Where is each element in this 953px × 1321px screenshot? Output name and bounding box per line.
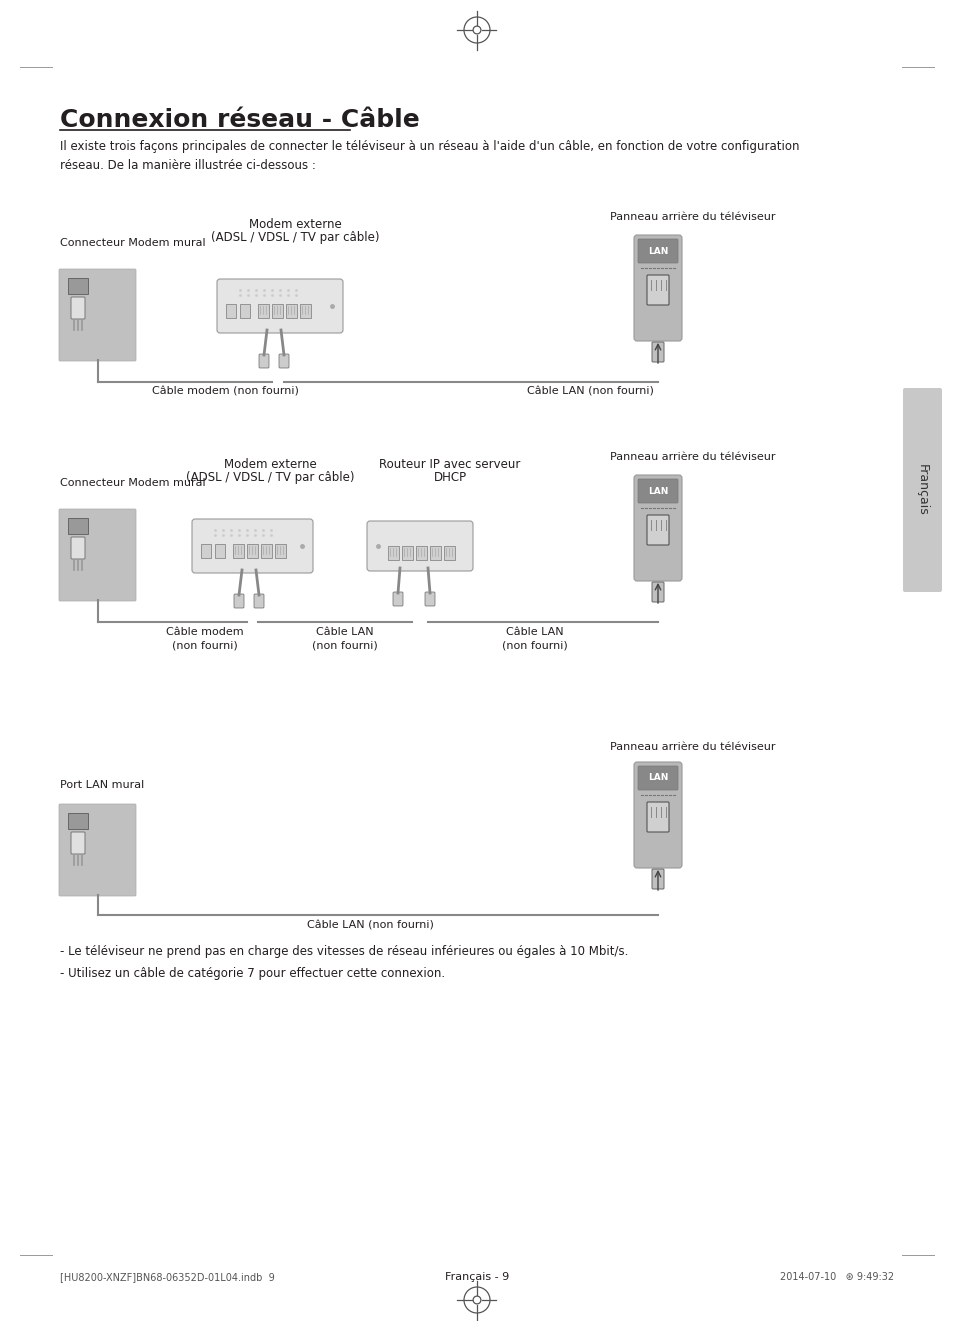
Bar xyxy=(401,546,413,560)
Bar xyxy=(261,544,272,557)
Bar xyxy=(430,546,440,560)
FancyBboxPatch shape xyxy=(634,476,681,581)
Text: Français - 9: Français - 9 xyxy=(444,1272,509,1281)
Text: - Le téléviseur ne prend pas en charge des vitesses de réseau inférieures ou éga: - Le téléviseur ne prend pas en charge d… xyxy=(60,945,628,958)
FancyBboxPatch shape xyxy=(68,277,88,295)
FancyBboxPatch shape xyxy=(651,583,663,602)
Text: Routeur IP avec serveur: Routeur IP avec serveur xyxy=(379,458,520,472)
Text: LAN: LAN xyxy=(647,486,667,495)
Bar xyxy=(416,546,427,560)
FancyBboxPatch shape xyxy=(59,269,136,361)
FancyBboxPatch shape xyxy=(367,520,473,571)
FancyBboxPatch shape xyxy=(646,515,668,546)
FancyBboxPatch shape xyxy=(253,594,264,608)
FancyBboxPatch shape xyxy=(59,804,136,896)
Text: Panneau arrière du téléviseur: Panneau arrière du téléviseur xyxy=(609,452,775,462)
Text: Il existe trois façons principales de connecter le téléviseur à un réseau à l'ai: Il existe trois façons principales de co… xyxy=(60,140,799,172)
FancyBboxPatch shape xyxy=(68,518,88,534)
FancyBboxPatch shape xyxy=(68,812,88,830)
FancyBboxPatch shape xyxy=(651,869,663,889)
Bar xyxy=(233,544,244,557)
FancyBboxPatch shape xyxy=(638,766,678,790)
Text: (non fourni): (non fourni) xyxy=(172,639,237,650)
Bar xyxy=(201,544,211,557)
Text: [HU8200-XNZF]BN68-06352D-01L04.indb  9: [HU8200-XNZF]BN68-06352D-01L04.indb 9 xyxy=(60,1272,274,1281)
FancyBboxPatch shape xyxy=(216,279,343,333)
Text: - Utilisez un câble de catégorie 7 pour effectuer cette connexion.: - Utilisez un câble de catégorie 7 pour … xyxy=(60,967,445,980)
FancyBboxPatch shape xyxy=(233,594,244,608)
Text: Connecteur Modem mural: Connecteur Modem mural xyxy=(60,238,206,248)
Text: Câble LAN (non fourni): Câble LAN (non fourni) xyxy=(306,919,433,930)
Text: (ADSL / VDSL / TV par câble): (ADSL / VDSL / TV par câble) xyxy=(186,472,354,483)
FancyBboxPatch shape xyxy=(278,354,289,369)
FancyBboxPatch shape xyxy=(638,480,678,503)
Text: Port LAN mural: Port LAN mural xyxy=(60,779,144,790)
Text: Câble modem (non fourni): Câble modem (non fourni) xyxy=(152,387,298,398)
FancyBboxPatch shape xyxy=(258,354,269,369)
Bar xyxy=(286,304,296,318)
Bar xyxy=(299,304,311,318)
FancyBboxPatch shape xyxy=(71,832,85,853)
FancyBboxPatch shape xyxy=(59,509,136,601)
Bar xyxy=(226,304,235,318)
Bar xyxy=(272,304,283,318)
Bar xyxy=(388,546,398,560)
Text: Panneau arrière du téléviseur: Panneau arrière du téléviseur xyxy=(609,742,775,752)
FancyBboxPatch shape xyxy=(424,592,435,606)
Text: Câble modem: Câble modem xyxy=(166,627,244,637)
FancyBboxPatch shape xyxy=(634,762,681,868)
FancyBboxPatch shape xyxy=(651,342,663,362)
Bar xyxy=(214,544,225,557)
Text: LAN: LAN xyxy=(647,247,667,255)
Bar xyxy=(443,546,455,560)
FancyBboxPatch shape xyxy=(902,388,941,592)
Text: Modem externe: Modem externe xyxy=(249,218,341,231)
Text: (ADSL / VDSL / TV par câble): (ADSL / VDSL / TV par câble) xyxy=(211,231,379,244)
Text: (non fourni): (non fourni) xyxy=(312,639,377,650)
Text: Câble LAN (non fourni): Câble LAN (non fourni) xyxy=(526,387,653,398)
Bar xyxy=(257,304,269,318)
Text: LAN: LAN xyxy=(647,774,667,782)
Text: Câble LAN: Câble LAN xyxy=(506,627,563,637)
FancyBboxPatch shape xyxy=(646,275,668,305)
Text: Câble LAN: Câble LAN xyxy=(315,627,374,637)
FancyBboxPatch shape xyxy=(192,519,313,573)
FancyBboxPatch shape xyxy=(634,235,681,341)
Bar xyxy=(240,304,250,318)
Text: Connexion réseau - Câble: Connexion réseau - Câble xyxy=(60,108,419,132)
Bar xyxy=(247,544,257,557)
Text: 2014-07-10   ⊛ 9:49:32: 2014-07-10 ⊛ 9:49:32 xyxy=(779,1272,893,1281)
Text: DHCP: DHCP xyxy=(433,472,466,483)
FancyBboxPatch shape xyxy=(638,239,678,263)
FancyBboxPatch shape xyxy=(646,802,668,832)
Text: Panneau arrière du téléviseur: Panneau arrière du téléviseur xyxy=(609,211,775,222)
FancyBboxPatch shape xyxy=(71,538,85,559)
Text: Connecteur Modem mural: Connecteur Modem mural xyxy=(60,478,206,487)
FancyBboxPatch shape xyxy=(71,297,85,318)
Text: (non fourni): (non fourni) xyxy=(501,639,567,650)
Text: Modem externe: Modem externe xyxy=(223,458,316,472)
Text: Français: Français xyxy=(915,464,927,517)
Bar xyxy=(274,544,286,557)
FancyBboxPatch shape xyxy=(393,592,402,606)
